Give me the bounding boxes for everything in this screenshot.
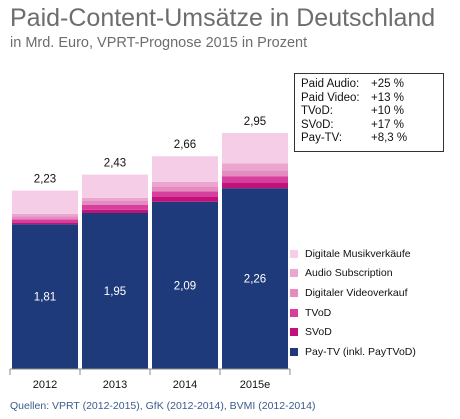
bar-segment-audio-subscription [152,181,218,187]
legend-item-audio-subscription: Audio Subscription [290,264,416,284]
chart-title: Paid-Content-Umsätze in Deutschland [10,4,436,32]
growth-label: Pay-TV: [301,132,343,144]
bar-segment-digitale-musikverk-ufe [12,190,78,214]
x-tick-label: 2015e [240,379,271,391]
bar-segment-pay-tv-inkl-paytvod- [222,188,288,369]
growth-value: +25 % [371,78,404,90]
bar-segment-pay-tv-inkl-paytvod- [152,201,218,369]
growth-forecast-box: Paid Audio: +25 % Paid Video: +13 % TVoD… [294,73,444,152]
bar-segment-audio-subscription [12,213,78,217]
bar-segment-digitale-musikverk-ufe [152,156,218,182]
x-tick-label: 2014 [173,379,197,391]
growth-label: SVoD: [301,118,334,131]
bar-segment-digitaler-videoverkauf [152,186,218,192]
growth-row-paid-video: Paid Video: +13 % [301,92,437,106]
bar-total-label: 2,66 [174,139,196,151]
bar-value-label: 1,95 [104,286,126,298]
growth-label: Paid Video: [301,91,360,104]
bar-segment-pay-tv-inkl-paytvod- [12,224,78,369]
bar-total-label: 2,43 [104,158,126,170]
growth-value: +13 % [371,91,404,104]
bar-segment-svod [222,182,288,189]
legend-swatch [290,328,298,337]
legend-label: Digitale Musikverkäufe [305,247,411,260]
bar-segment-tvod [222,176,288,183]
bar-segment-audio-subscription [222,163,288,171]
growth-row-tvod: TVoD: +10 % [301,105,437,119]
growth-label: TVoD: [301,105,333,117]
growth-value: +8,3 % [371,132,408,144]
legend-swatch [290,308,298,317]
legend-label: SVoD [305,326,332,339]
chart-legend: Digitale Musikverkäufe Audio Subscriptio… [290,244,416,362]
growth-row-paid-audio: Paid Audio: +25 % [301,78,437,92]
legend-item-pay-tv: Pay-TV (inkl. PayTVoD) [290,342,416,362]
bar-segment-tvod [152,191,218,197]
growth-label: Paid Audio: [301,78,360,90]
legend-item-svod: SVoD [290,322,416,342]
x-tick-label: 2013 [103,379,127,391]
legend-swatch [290,347,298,356]
bar-segment-digitaler-videoverkauf [82,201,148,205]
bar-segment-tvod [12,219,78,223]
bar-segment-pay-tv-inkl-paytvod- [82,213,148,369]
growth-row-svod: SVoD: +17 % [301,119,437,133]
chart-subtitle: in Mrd. Euro, VPRT-Prognose 2015 in Proz… [10,35,308,51]
bar-segment-tvod [82,205,148,210]
legend-swatch [290,269,298,278]
growth-value: +17 % [371,118,404,131]
legend-label: Audio Subscription [305,267,393,280]
bar-segment-digitaler-videoverkauf [222,170,288,177]
bar-segment-svod [82,209,148,213]
bar-segment-digitale-musikverk-ufe [222,133,288,164]
bar-segment-digitale-musikverk-ufe [82,174,148,198]
bar-value-label: 1,81 [34,292,56,304]
legend-item-digitaler-videoverkauf: Digitaler Videoverkauf [290,283,416,303]
growth-row-pay-tv: Pay-TV: +8,3 % [301,132,437,146]
legend-label: TVoD [305,306,332,319]
x-tick-label: 2012 [33,379,57,391]
legend-swatch [290,249,298,258]
growth-value: +10 % [371,105,404,117]
bar-value-label: 2,26 [244,274,266,286]
bar-segment-svod [12,222,78,225]
bar-segment-svod [152,197,218,202]
bar-value-label: 2,09 [174,280,196,292]
source-note: Quellen: VPRT (2012-2015), GfK (2012-201… [10,400,316,412]
bar-total-label: 2,95 [244,116,266,128]
legend-item-tvod: TVoD [290,303,416,323]
legend-label: Digitaler Videoverkauf [305,286,408,299]
legend-label: Pay-TV (inkl. PayTVoD) [305,345,416,358]
bar-total-label: 2,23 [34,174,56,186]
legend-swatch [290,288,298,297]
legend-item-digitale-musikverkaeufe: Digitale Musikverkäufe [290,244,416,264]
bar-segment-audio-subscription [82,197,148,201]
bar-segment-digitaler-videoverkauf [12,216,78,220]
